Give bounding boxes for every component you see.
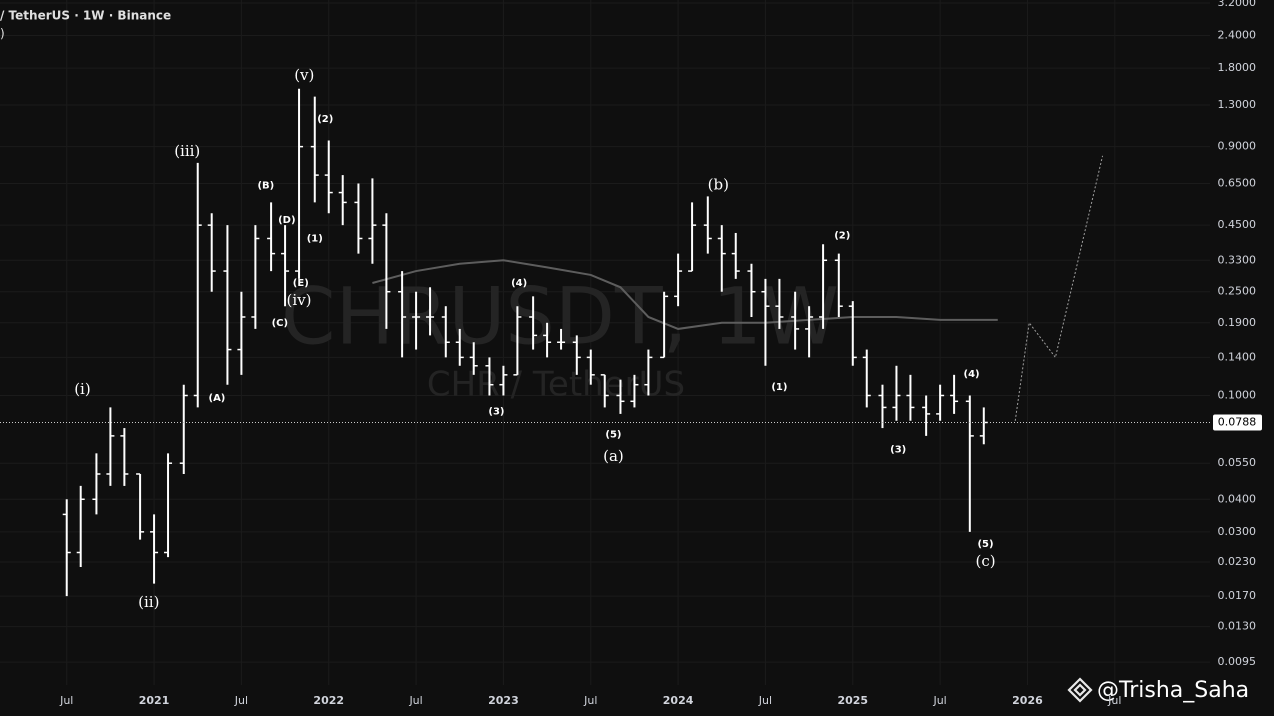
wave-label: (3) [488,406,504,417]
y-tick-label: 0.2500 [1218,285,1257,298]
wave-label: (1) [307,233,323,244]
x-tick-label: Jul [408,694,422,707]
y-tick-label: 0.1400 [1218,350,1257,363]
wave-label: (c) [975,552,995,570]
x-tick-label: Jul [234,694,248,707]
y-tick-label: 0.9000 [1218,140,1257,153]
author: @Trisha_Saha [1097,678,1249,703]
y-tick-label: 0.0130 [1218,620,1257,633]
watermark-subtitle: CHR / TetherUS [427,365,685,405]
author-logo [1067,677,1093,703]
y-tick-label: 0.1900 [1218,316,1257,329]
x-tick-label: Jul [932,694,946,707]
wave-label: (i) [74,380,91,398]
plot: (i) (ii) (iii) (iv) (v) (A) (B) (C) (D) (E) (1) (2)… [0,66,1210,611]
last-price-label: 0.0788 [1218,415,1257,428]
wave-label: (C) [272,318,288,329]
wave-label: (4) [964,369,980,380]
x-tick-label: Jul [59,694,73,707]
chart-title: / TetherUS · 1W · Binance [0,9,171,23]
last-price-tag [1213,414,1262,431]
y-tick-label: 0.0550 [1218,456,1257,469]
x-tick-label: 2021 [139,694,170,707]
wave-label: (A) [209,393,226,404]
wave-label: (ii) [138,593,159,611]
x-tick-label: Jul [583,694,597,707]
wave-label: (iv) [287,291,312,309]
y-tick-label: 0.1000 [1218,388,1257,401]
x-tick-label: 2025 [837,694,868,707]
x-tick-label: 2023 [488,694,519,707]
y-tick-label: 0.0300 [1218,525,1257,538]
x-tick-label: 2022 [313,694,344,707]
wave-label: (4) [511,278,527,289]
wave-label: (1) [771,382,787,393]
wave-label: (iii) [174,142,200,160]
y-tick-label: 2.4000 [1218,29,1257,42]
y-tick-label: 0.0230 [1218,555,1257,568]
wave-label: (3) [890,445,906,456]
projection-line [1014,155,1104,421]
wave-label: (D) [278,215,295,226]
wave-label: (v) [294,66,314,84]
wave-label: (2) [317,114,333,125]
x-tick-label: Jul [1107,694,1121,707]
y-tick-label: 1.3000 [1218,98,1257,111]
y-tick-label: 0.0400 [1218,492,1257,505]
watermark: CHRUSDT, 1W [281,272,839,362]
y-tick-label: 3.2000 [1218,0,1257,9]
wave-label: (E) [293,278,309,289]
x-tick-label: 2026 [1012,694,1043,707]
chart-subtitle: ) [0,27,5,41]
y-tick-label: 0.0095 [1218,655,1257,668]
wave-label: (2) [834,231,850,242]
y-tick-label: 1.8000 [1218,61,1257,74]
wave-label: (b) [708,175,729,193]
x-tick-label: 2024 [663,694,694,707]
wave-label: (5) [605,429,621,440]
y-tick-label: 0.0170 [1218,589,1257,602]
x-tick-label: Jul [758,694,772,707]
y-tick-label: 0.3300 [1218,253,1257,266]
wave-label: (B) [257,180,274,191]
wave-label: (5) [977,539,993,550]
wave-label: (a) [603,447,624,465]
y-tick-label: 0.6500 [1218,176,1257,189]
y-tick-label: 0.4500 [1218,218,1257,231]
